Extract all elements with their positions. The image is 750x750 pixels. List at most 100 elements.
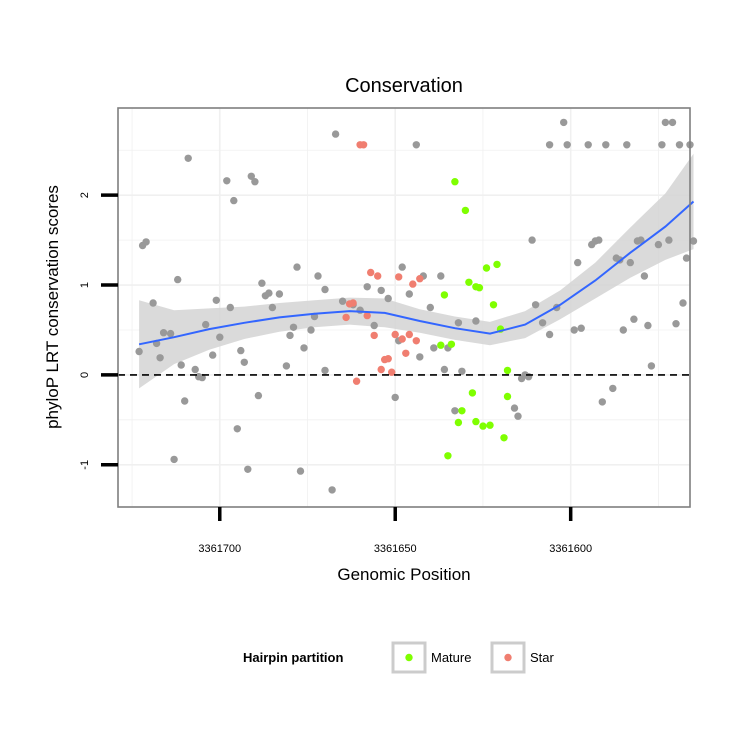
mature-point (451, 178, 459, 186)
other-point (181, 397, 189, 405)
other-point (630, 315, 638, 323)
other-point (307, 326, 315, 334)
other-point (370, 321, 378, 330)
other-point (426, 303, 434, 312)
confidence-band (139, 153, 694, 389)
other-point (135, 347, 143, 356)
other-point (258, 279, 266, 287)
other-point (440, 365, 449, 374)
other-point (296, 467, 305, 475)
other-point (654, 240, 663, 249)
other-point (142, 238, 150, 246)
other-point (391, 393, 399, 402)
mature-point (482, 264, 491, 272)
mature-point (486, 421, 494, 429)
other-point (661, 118, 670, 127)
other-point (609, 384, 617, 393)
mature-point (475, 284, 484, 292)
other-point (658, 141, 666, 149)
chart-title: Conservation (345, 75, 463, 97)
legend-swatch-star (504, 653, 512, 662)
other-point (640, 272, 649, 280)
legend-key-mature (391, 641, 427, 674)
other-point (156, 354, 164, 362)
other-point (623, 141, 631, 149)
star-point (388, 368, 396, 376)
other-point (574, 258, 582, 267)
other-point (363, 283, 371, 291)
other-point (356, 306, 364, 314)
other-point (647, 362, 656, 370)
other-point (265, 289, 273, 297)
star-point (409, 280, 417, 288)
star-point (402, 349, 410, 357)
other-point (223, 177, 231, 185)
other-point (338, 297, 347, 305)
other-point (314, 272, 322, 280)
other-point (159, 329, 168, 337)
other-point (244, 465, 252, 473)
star-point (384, 355, 392, 363)
mature-point (461, 206, 470, 215)
other-point (384, 294, 392, 303)
other-point (377, 286, 385, 295)
other-point (233, 425, 241, 433)
other-point (398, 263, 406, 271)
other-point (198, 373, 206, 382)
other-point (545, 141, 554, 149)
other-point (538, 319, 547, 327)
other-point (430, 344, 438, 352)
other-point (166, 329, 175, 338)
star-point (377, 365, 385, 374)
other-point (240, 358, 248, 366)
y-axis-title: phyloP LRT conservation scores (43, 185, 62, 429)
other-point (328, 486, 336, 494)
other-point (212, 296, 220, 304)
mature-point (465, 278, 473, 286)
other-point (237, 346, 245, 355)
star-point (405, 330, 413, 339)
mature-point (493, 260, 501, 269)
other-point (665, 236, 673, 244)
mature-point (454, 418, 463, 427)
other-point (458, 367, 466, 375)
other-point (254, 391, 263, 400)
other-point (170, 455, 178, 464)
star-point (370, 331, 378, 340)
mature-point (472, 417, 480, 426)
other-point (514, 412, 522, 420)
other-point (437, 272, 445, 280)
x-tick-label: 3361650 (374, 543, 417, 555)
other-point (293, 263, 301, 271)
star-point (363, 311, 371, 320)
other-point (626, 258, 634, 267)
mature-point (503, 366, 512, 375)
other-point (528, 236, 536, 244)
star-point (412, 337, 420, 345)
other-point (191, 365, 199, 374)
other-point (247, 172, 255, 180)
other-point (563, 141, 571, 149)
x-tick-label: 3361600 (549, 543, 592, 555)
smooth-line (138, 200, 695, 346)
other-point (209, 351, 217, 359)
other-point (321, 285, 329, 294)
mature-point (458, 407, 466, 415)
star-point (352, 377, 361, 385)
star-point (374, 272, 382, 280)
legend-label-mature: Mature (431, 650, 471, 665)
other-point (282, 362, 291, 370)
mature-point (437, 341, 445, 349)
other-point (412, 141, 420, 149)
other-point (177, 361, 185, 369)
mature-point (500, 434, 508, 442)
other-point (268, 303, 277, 312)
star-point (398, 335, 406, 343)
other-point (584, 141, 592, 149)
other-point (416, 353, 424, 361)
other-point (595, 236, 603, 244)
star-point (367, 268, 375, 277)
x-axis-title: Genomic Position (337, 565, 470, 584)
other-point (251, 178, 259, 186)
